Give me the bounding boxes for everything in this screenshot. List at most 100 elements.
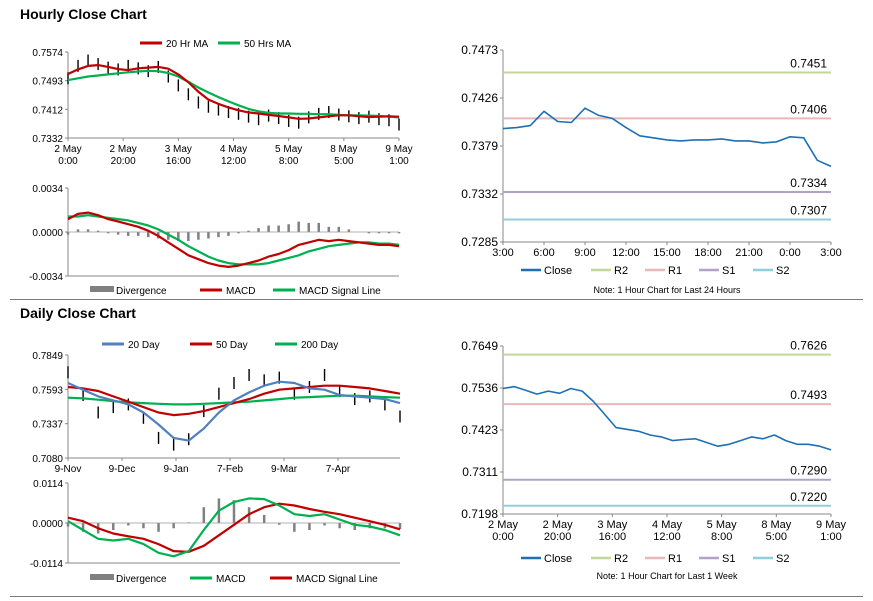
legend-daily-signal-label: MACD Signal Line: [296, 574, 378, 585]
hourly-close-x-tick-label: 9:00: [574, 247, 595, 259]
daily-close-y-tick-label: 0.7536: [461, 381, 498, 395]
hourly-price-y-tick-label: 0.7493: [32, 77, 63, 88]
hourly-price-x-tick-label: 8:00: [279, 156, 299, 167]
daily-macd-y-tick-label: 0.0000: [32, 519, 63, 530]
daily-price-x-tick-label: 9-Nov: [55, 464, 82, 475]
legend-50hr-ma-label: 50 Hrs MA: [244, 39, 292, 50]
hourly-close-level-label: 0.7334: [790, 176, 827, 190]
bottom-divider: [10, 596, 863, 597]
hourly-price-x-tick-label: 2 May: [110, 144, 137, 155]
daily-20day-line: [67, 380, 401, 442]
daily-price-x-tick-label: 9-Dec: [109, 464, 136, 475]
legend-200day-label: 200 Day: [301, 340, 338, 351]
daily-close-y-tick-label: 0.7311: [462, 465, 498, 479]
daily-price-y-tick-label: 0.7849: [32, 351, 63, 362]
hourly-price-x-tick-label: 3 May: [165, 144, 192, 155]
hourly-close-level-label: 0.7307: [790, 204, 827, 218]
daily-close-x-tick-label: 5 May: [707, 519, 737, 531]
daily-close-x-tick-label: 12:00: [653, 531, 681, 543]
daily-close-legend-label: S1: [722, 553, 735, 565]
hourly-close-legend-label: S2: [776, 265, 789, 277]
hourly-close-x-tick-label: 3:00: [820, 247, 841, 259]
hourly-close-legend-label: R2: [614, 265, 628, 277]
daily-price-x-tick-label: 9-Mar: [271, 464, 298, 475]
hourly-close-legend-label: S1: [722, 265, 735, 277]
legend-daily-divergence-label: Divergence: [116, 574, 167, 585]
hourly-price-x-tick-label: 5:00: [334, 156, 354, 167]
hourly-price-x-tick-label: 8 May: [330, 144, 357, 155]
daily-close-x-tick-label: 4 May: [652, 519, 682, 531]
daily-price-x-tick-label: 7-Apr: [326, 464, 351, 475]
hourly-price-x-tick-label: 5 May: [275, 144, 302, 155]
hourly-price-y-tick-label: 0.7412: [32, 105, 63, 116]
legend-hourly-signal-label: MACD Signal Line: [299, 286, 381, 297]
hourly-close-legend-label: Close: [544, 265, 572, 277]
daily-close-level-label: 0.7493: [790, 388, 827, 402]
daily-close-x-tick-label: 0:00: [492, 531, 513, 543]
hourly-price-y-tick-label: 0.7332: [32, 134, 63, 145]
daily-close-x-tick-label: 1:00: [820, 531, 841, 543]
legend-hourly-divergence-label: Divergence: [116, 286, 167, 297]
hourly-macd-line: [67, 211, 400, 268]
hourly-price-x-tick-label: 2 May: [54, 144, 81, 155]
hourly-close-legend-label: R1: [668, 265, 682, 277]
daily-price-x-tick-label: 7-Feb: [217, 464, 244, 475]
hourly-close-level-label: 0.7406: [790, 102, 827, 116]
daily-close-x-tick-label: 8 May: [761, 519, 791, 531]
daily-price-y-tick-label: 0.7593: [32, 385, 63, 396]
daily-close-x-tick-label: 9 May: [816, 519, 846, 531]
hourly-close-x-tick-label: 21:00: [735, 247, 763, 259]
hourly-20hr-ma-line: [67, 63, 400, 120]
daily-close-legend-label: R2: [614, 553, 628, 565]
daily-close-y-tick-label: 0.7423: [461, 423, 498, 437]
hourly-price-y-tick-label: 0.7574: [32, 48, 63, 59]
hourly-close-note: Note: 1 Hour Chart for Last 24 Hours: [593, 285, 741, 295]
hourly-close-x-tick-label: 3:00: [492, 247, 513, 259]
hourly-close-y-tick-label: 0.7285: [461, 235, 498, 249]
hourly-close-y-tick-label: 0.7473: [461, 43, 498, 57]
daily-macd-y-tick-label: 0.0114: [33, 479, 63, 490]
legend-20day-label: 20 Day: [128, 340, 160, 351]
section-divider: [10, 299, 863, 300]
hourly-close-x-tick-label: 12:00: [612, 247, 640, 259]
daily-close-note: Note: 1 Hour Chart for Last 1 Week: [597, 571, 738, 581]
daily-close-legend-label: S2: [776, 553, 789, 565]
hourly-close-x-tick-label: 0:00: [779, 247, 800, 259]
daily-close-x-tick-label: 2 May: [543, 519, 573, 531]
daily-close-level-label: 0.7626: [790, 339, 827, 353]
hourly-close-y-tick-label: 0.7379: [461, 139, 498, 153]
daily-close-x-tick-label: 20:00: [544, 531, 572, 543]
daily-close-x-tick-label: 5:00: [766, 531, 787, 543]
daily-macd-line: [67, 497, 401, 558]
daily-price-y-tick-label: 0.7337: [32, 420, 63, 431]
daily-close-legend-label: Close: [544, 553, 572, 565]
hourly-price-x-tick-label: 1:00: [389, 156, 409, 167]
legend-hourly-divergence-swatch: [90, 286, 114, 292]
daily-signal-line: [67, 502, 401, 553]
hourly-price-x-tick-label: 0:00: [58, 156, 78, 167]
daily-section-title: Daily Close Chart: [20, 305, 136, 321]
legend-daily-macd-label: MACD: [216, 574, 245, 585]
daily-macd-y-tick-label: -0.0114: [30, 559, 64, 570]
daily-close-x-tick-label: 8:00: [711, 531, 732, 543]
legend-20hr-ma-label: 20 Hr MA: [166, 39, 209, 50]
legend-50day-label: 50 Day: [216, 340, 248, 351]
hourly-price-x-tick-label: 4 May: [220, 144, 247, 155]
hourly-close-x-tick-label: 15:00: [653, 247, 681, 259]
hourly-price-x-tick-label: 20:00: [111, 156, 136, 167]
daily-close-legend-label: R1: [668, 553, 682, 565]
daily-close-x-tick-label: 3 May: [597, 519, 627, 531]
legend-hourly-macd-label: MACD: [226, 286, 255, 297]
hourly-close-level-label: 0.7451: [790, 56, 827, 70]
hourly-close-y-tick-label: 0.7332: [461, 187, 498, 201]
hourly-price-x-tick-label: 16:00: [166, 156, 191, 167]
hourly-close-y-tick-label: 0.7426: [461, 91, 498, 105]
daily-close-level-label: 0.7290: [790, 464, 827, 478]
hourly-macd-y-tick-label: 0.0000: [32, 228, 63, 239]
daily-close-y-tick-label: 0.7649: [461, 339, 498, 353]
hourly-signal-line: [68, 214, 400, 266]
daily-price-x-tick-label: 9-Jan: [163, 464, 188, 475]
daily-close-y-tick-label: 0.7198: [461, 507, 498, 521]
legend-daily-divergence-swatch: [90, 574, 114, 580]
